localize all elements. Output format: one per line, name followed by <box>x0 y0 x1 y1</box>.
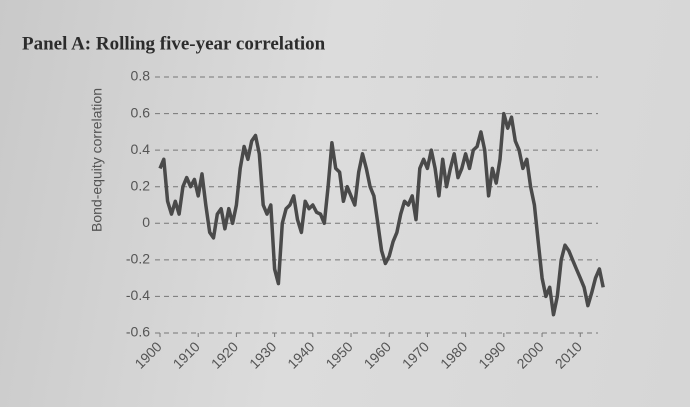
x-tick-label: 1930 <box>246 338 279 371</box>
y-tick-label: 0.8 <box>131 68 151 84</box>
y-axis-label: Bond-equity correlation <box>89 88 105 232</box>
x-tick-label: 1940 <box>284 338 317 371</box>
y-tick-label: -0.6 <box>126 324 150 340</box>
chart-title: Panel A: Rolling five-year correlation <box>22 33 326 54</box>
x-tick-label: 1900 <box>131 338 164 371</box>
x-tick-label: 1960 <box>361 338 394 371</box>
y-tick-label: 0 <box>142 214 150 230</box>
y-tick-label: 0.6 <box>131 104 151 120</box>
x-tick-label: 1910 <box>170 338 203 371</box>
y-tick-label: 0.2 <box>131 177 151 193</box>
x-tick-label: 2000 <box>513 338 546 371</box>
x-tick-label: 1990 <box>475 338 508 371</box>
y-tick-label: -0.4 <box>126 287 150 303</box>
x-tick-label: 2010 <box>552 338 585 371</box>
x-tick-label: 1980 <box>437 338 470 371</box>
x-tick-label: 1920 <box>208 338 241 371</box>
x-tick-label: 1950 <box>322 338 355 371</box>
y-tick-label: -0.2 <box>126 251 150 267</box>
x-tick-label: 1970 <box>399 338 432 371</box>
y-tick-label: 0.4 <box>131 141 151 157</box>
data-line <box>158 111 605 317</box>
